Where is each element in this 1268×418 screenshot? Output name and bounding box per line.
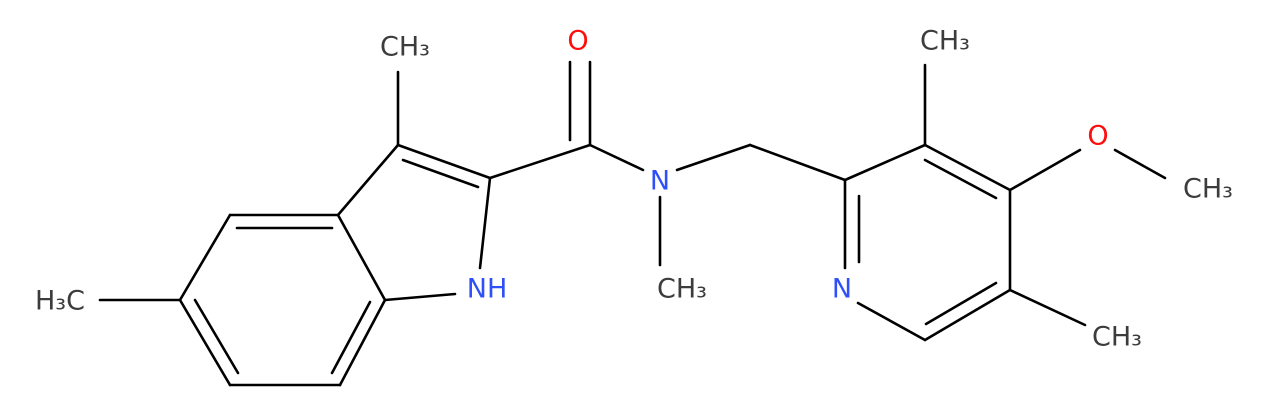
atom-label: CH₃ — [920, 26, 970, 57]
atom-label: O — [567, 26, 588, 57]
atom-label: H₃C — [35, 286, 85, 317]
atom-label: CH₃ — [1183, 174, 1233, 205]
atom-label: CH₃ — [380, 32, 430, 63]
atom-label: O — [1087, 121, 1108, 152]
atom-label: NH — [467, 274, 508, 305]
atom-label: N — [832, 274, 852, 305]
bonds — [98, 60, 1167, 387]
atom-label: N — [650, 166, 670, 197]
atom-label: CH₃ — [1092, 322, 1142, 353]
atom-label: CH₃ — [657, 274, 707, 305]
